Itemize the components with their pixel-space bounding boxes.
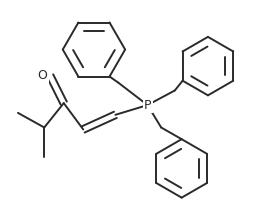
Text: P: P — [144, 98, 151, 112]
Text: O: O — [37, 69, 47, 82]
